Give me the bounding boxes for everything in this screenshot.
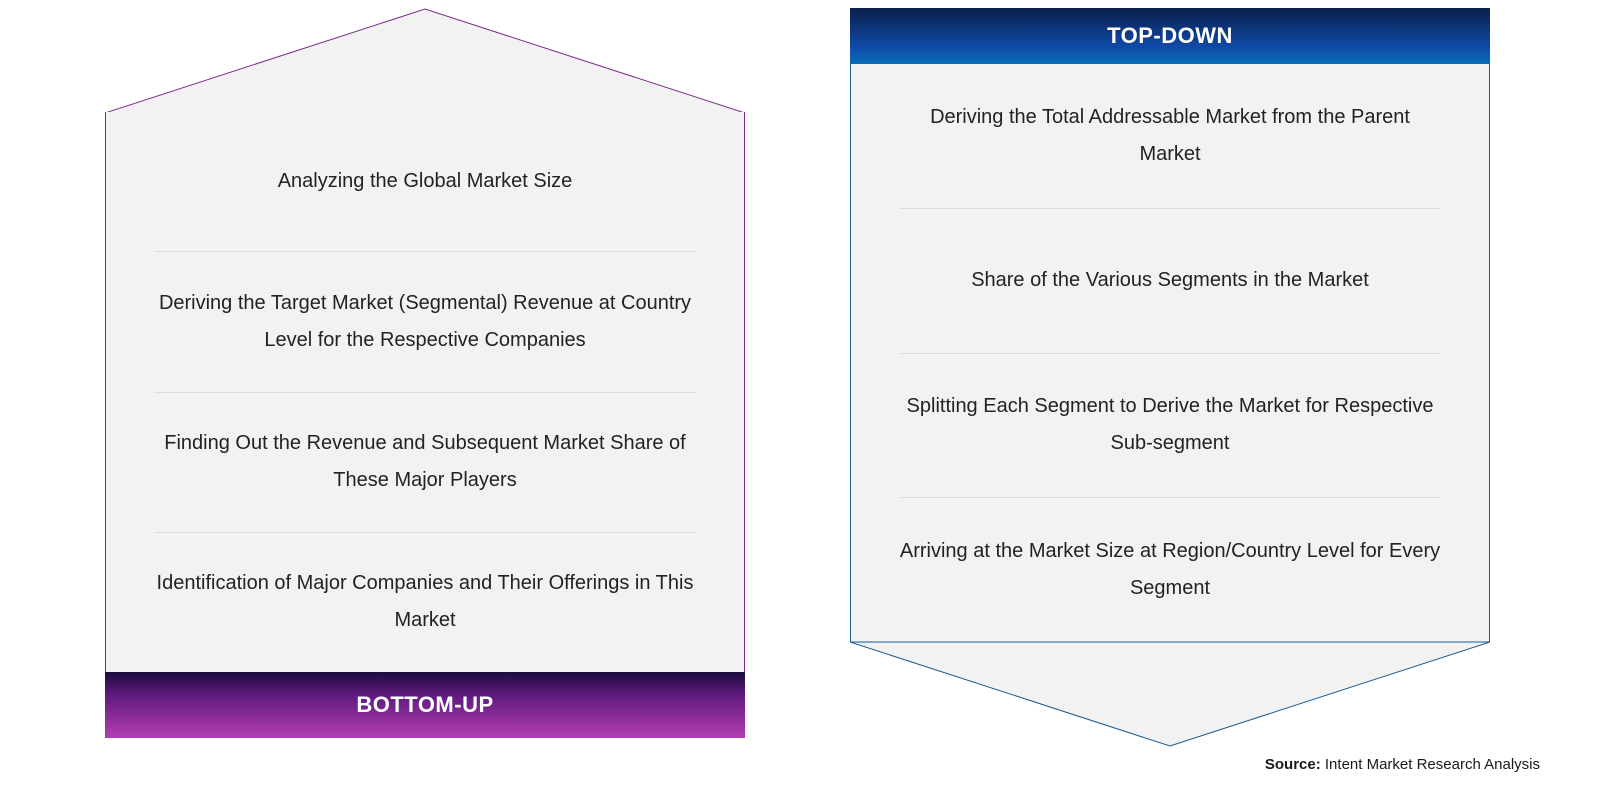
step-text: Finding Out the Revenue and Subsequent M… [154, 425, 696, 499]
top-down-title: TOP-DOWN [1107, 23, 1233, 49]
source-label: Source: [1265, 756, 1321, 773]
top-down-tail-icon [850, 641, 1490, 746]
bottom-up-panel: Analyzing the Global Market Size Derivin… [105, 8, 745, 738]
bottom-up-roof-icon [105, 8, 745, 113]
step-text: Deriving the Target Market (Segmental) R… [154, 285, 696, 359]
top-down-step-2: Share of the Various Segments in the Mar… [899, 209, 1441, 354]
step-text: Splitting Each Segment to Derive the Mar… [899, 388, 1441, 462]
top-down-step-3: Splitting Each Segment to Derive the Mar… [899, 354, 1441, 499]
step-text: Arriving at the Market Size at Region/Co… [899, 533, 1441, 607]
bottom-up-title-band: BOTTOM-UP [105, 672, 745, 738]
diagram-canvas: Analyzing the Global Market Size Derivin… [0, 0, 1600, 786]
top-down-body: Deriving the Total Addressable Market fr… [850, 64, 1490, 642]
bottom-up-step-3: Finding Out the Revenue and Subsequent M… [154, 393, 696, 533]
bottom-up-body: Analyzing the Global Market Size Derivin… [105, 112, 745, 672]
step-text: Deriving the Total Addressable Market fr… [899, 99, 1441, 173]
step-text: Analyzing the Global Market Size [278, 163, 573, 200]
step-text: Share of the Various Segments in the Mar… [971, 262, 1369, 299]
bottom-up-step-1: Analyzing the Global Market Size [154, 112, 696, 252]
top-down-panel: TOP-DOWN Deriving the Total Addressable … [850, 8, 1490, 748]
source-text: Intent Market Research Analysis [1325, 756, 1540, 773]
top-down-step-1: Deriving the Total Addressable Market fr… [899, 64, 1441, 209]
step-text: Identification of Major Companies and Th… [154, 565, 696, 639]
bottom-up-step-4: Identification of Major Companies and Th… [154, 533, 696, 672]
source-attribution: Source: Intent Market Research Analysis [1265, 756, 1540, 773]
top-down-title-band: TOP-DOWN [850, 8, 1490, 64]
bottom-up-step-2: Deriving the Target Market (Segmental) R… [154, 252, 696, 392]
bottom-up-title: BOTTOM-UP [356, 692, 493, 718]
top-down-step-4: Arriving at the Market Size at Region/Co… [899, 498, 1441, 642]
